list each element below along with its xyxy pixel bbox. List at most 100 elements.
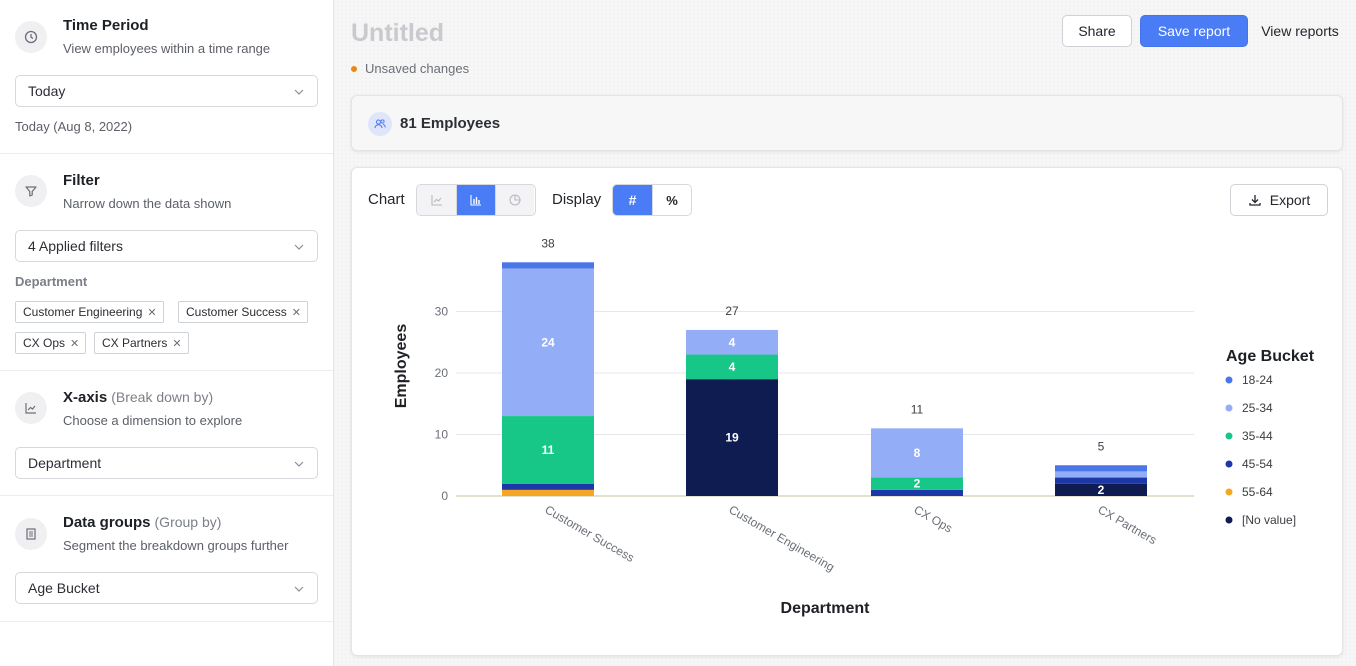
percent-mode-option[interactable]: % [652,185,691,215]
chart-type-label: Chart [368,191,405,208]
legend-swatch [1225,460,1233,468]
bar-segment [502,489,594,496]
percent-icon: % [666,192,678,208]
filter-chip: Customer Success ✕ [178,301,308,323]
bar-total-label: 27 [725,304,739,318]
legend-item-label: 25-34 [1242,401,1273,415]
filter-chip: CX Partners ✕ [94,332,189,354]
time-period-value: Today [28,83,66,99]
bar-data-label: 2 [914,477,921,491]
filter-title: Filter [63,172,100,189]
sidebar: Time Period View employees within a time… [0,0,334,666]
bar-segment [871,477,963,490]
filter-chip: Customer Engineering ✕ [15,301,164,323]
time-period-description: View employees within a time range [63,41,271,56]
filter-icon [15,175,47,207]
bar-segment [502,483,594,490]
line-chart-icon [15,392,47,424]
chart-card: Chart Display # % Export 0 10 20 30 Employee… [351,167,1343,656]
x-axis-select[interactable]: Department [15,447,318,479]
bar-data-label: 11 [542,443,555,457]
time-period-select[interactable]: Today [15,75,318,107]
x-axis-description: Choose a dimension to explore [63,413,243,428]
bar-total-label: 38 [541,236,555,250]
data-groups-section: Data groups (Group by) Segment the breakd… [0,496,333,622]
x-tick-label: Customer Success [543,502,637,564]
pie-chart-icon [509,194,521,206]
legend-item-label: [No value] [1242,513,1296,527]
bar-segment [686,329,778,355]
save-report-button[interactable]: Save report [1140,15,1248,47]
x-tick-label: Customer Engineering [727,502,837,574]
share-button[interactable]: Share [1062,15,1132,47]
data-groups-value: Age Bucket [28,580,100,596]
bar-segment [502,268,594,417]
bar-segment [1055,483,1147,496]
bar-segment [1055,477,1147,484]
y-axis-label: Employees [393,324,410,409]
x-axis-subtitle: (Break down by) [111,389,214,405]
time-period-hint: Today (Aug 8, 2022) [15,119,133,134]
display-label: Display [552,191,602,208]
data-groups-select[interactable]: Age Bucket [15,572,318,604]
unsaved-status-text: Unsaved changes [365,61,470,76]
y-tick-label: 20 [435,366,449,380]
filter-chip: CX Ops ✕ [15,332,87,354]
filter-select[interactable]: 4 Applied filters [15,230,318,262]
download-icon [1249,195,1261,206]
chip-label: Customer Engineering [23,305,143,319]
filter-section: Filter Narrow down the data shown 4 Appl… [0,154,333,371]
legend-swatch [1225,432,1233,440]
line-chart-icon [430,195,442,206]
legend-title: Age Bucket [1226,348,1315,365]
filter-value: 4 Applied filters [28,238,123,254]
x-axis-title-text: X-axis [63,389,108,406]
data-groups-title-text: Data groups [63,514,151,531]
bar-chart-option[interactable] [456,185,495,215]
status-dot [351,65,357,72]
data-groups-title: Data groups (Group by) [63,514,221,531]
layers-icon [15,518,47,550]
chevron-down-icon [294,461,304,467]
clock-icon [15,21,47,53]
remove-chip-icon[interactable]: ✕ [172,337,182,350]
legend-item-label: 18-24 [1242,373,1273,387]
bar-segment [1055,471,1147,478]
remove-chip-icon[interactable]: ✕ [147,306,157,319]
filter-description: Narrow down the data shown [63,196,232,211]
filter-group-label: Department [15,274,88,289]
legend-swatch [1225,376,1233,384]
x-tick-label: CX Ops [912,502,955,535]
x-axis-title: X-axis (Break down by) [63,389,213,406]
export-button[interactable]: Export [1230,184,1328,216]
remove-chip-icon[interactable]: ✕ [291,306,301,319]
hash-icon: # [628,192,637,208]
count-mode-option[interactable]: # [613,185,652,215]
bar-data-label: 19 [725,431,739,445]
line-chart-option[interactable] [417,185,456,215]
pie-chart-option[interactable] [495,185,534,215]
x-axis-section: X-axis (Break down by) Choose a dimension… [0,371,333,496]
employee-summary-card: 81 Employees [351,95,1343,151]
chip-label: CX Ops [23,336,66,350]
unsaved-status: Unsaved changes [351,61,469,76]
x-axis-label: Department [781,600,871,617]
bar-data-label: 4 [729,335,736,349]
data-groups-description: Segment the breakdown groups further [63,538,289,553]
bar-total-label: 11 [911,402,924,416]
report-title[interactable]: Untitled [351,19,445,47]
chevron-down-icon [294,244,304,250]
bar-segment [686,379,778,496]
employee-count: 81 Employees [400,115,501,132]
y-tick-label: 10 [435,428,449,442]
legend-item-label: 55-64 [1242,485,1273,499]
legend-item-label: 35-44 [1242,429,1273,443]
bar-total-label: 5 [1098,439,1105,453]
bar-data-label: 24 [541,335,555,349]
view-reports-link[interactable]: View reports [1261,23,1339,39]
chart-type-toggle [416,184,536,216]
display-mode-toggle: # % [612,184,692,216]
remove-chip-icon[interactable]: ✕ [70,337,80,350]
legend-swatch [1225,488,1233,496]
